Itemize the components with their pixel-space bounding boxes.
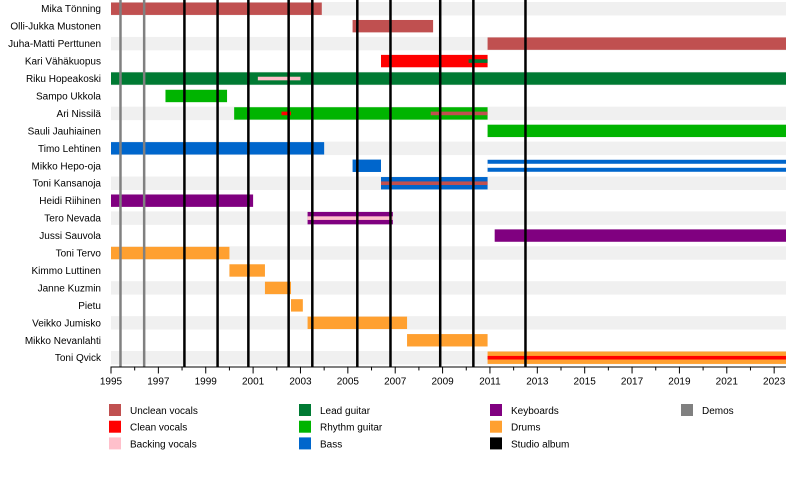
member-bar-accent (381, 181, 488, 186)
legend-label: Unclean vocals (130, 406, 198, 417)
row-band (111, 316, 786, 330)
member-bar (407, 334, 488, 347)
member-label: Olli-Jukka Mustonen (10, 22, 101, 33)
member-bar (291, 299, 303, 312)
legend-swatch (490, 420, 502, 433)
legend-label: Studio album (511, 439, 569, 450)
legend-label: Rhythm guitar (320, 423, 383, 434)
member-bar (352, 19, 434, 33)
member-label: Tero Nevada (44, 214, 101, 225)
member-label: Timo Lehtinen (38, 144, 101, 155)
legend-swatch (490, 437, 502, 450)
tick-label: 2009 (431, 376, 454, 387)
member-bar (234, 107, 488, 120)
legend-swatch (109, 404, 121, 416)
member-label: Ari Nissilä (57, 109, 102, 120)
tick-label: 2007 (384, 376, 407, 387)
member-label: Pietu (78, 301, 101, 312)
member-bar-accent (430, 111, 488, 116)
tick-label: 2021 (716, 376, 739, 387)
member-bar (264, 281, 291, 295)
member-label: Toni Tervo (56, 249, 102, 260)
member-bar-accent (487, 355, 786, 360)
tick-label: 2003 (289, 376, 312, 387)
legend-label: Clean vocals (130, 423, 187, 434)
tick-label: 2023 (763, 376, 786, 387)
member-label: Kari Vähäkuopus (25, 57, 101, 68)
member-bar (352, 159, 381, 172)
member-label: Mikko Hepo-oja (32, 161, 102, 172)
legend-label: Demos (702, 406, 734, 417)
tick-label: 2019 (668, 376, 691, 387)
tick-label: 2013 (526, 376, 549, 387)
member-bar-accent (307, 216, 393, 220)
member-bar (487, 124, 786, 138)
legend-swatch (299, 437, 311, 450)
legend-swatch (299, 404, 311, 416)
member-bar (111, 246, 230, 260)
tick-label: 2015 (574, 376, 597, 387)
row-band (111, 211, 786, 225)
legend-swatch (109, 437, 121, 450)
member-label: Jussi Sauvola (39, 231, 101, 242)
member-bar (111, 72, 786, 85)
member-bar (165, 89, 228, 103)
legend-swatch (490, 404, 502, 416)
row-band (111, 246, 786, 260)
legend-label: Drums (511, 423, 540, 434)
legend-label: Backing vocals (130, 439, 197, 450)
member-bar (381, 54, 488, 68)
member-bar (494, 229, 786, 242)
member-label: Veikko Jumisko (32, 318, 101, 329)
member-label: Riku Hopeakoski (26, 74, 101, 85)
member-label: Janne Kuzmin (38, 283, 101, 294)
member-label: Toni Kansanoja (33, 179, 102, 190)
legend-swatch (681, 404, 693, 416)
member-label: Mikko Nevanlahti (25, 336, 101, 347)
member-label: Sauli Jauhiainen (28, 126, 101, 137)
legend-label: Keyboards (511, 406, 559, 417)
member-labels: Mika Tönning Olli-Jukka Mustonen Juha-Matt… (8, 4, 102, 364)
tick-label: 2005 (337, 376, 360, 387)
member-bars (111, 2, 786, 364)
member-bar (111, 194, 254, 207)
member-bar (487, 37, 786, 50)
tick-label: 1999 (195, 376, 218, 387)
legend-swatch (299, 420, 311, 433)
x-axis: 1995 1997 1999 2001 2003 2005 2007 2009 2011 2013… (100, 366, 786, 387)
tick-label: 2017 (621, 376, 644, 387)
member-bar-accent (281, 111, 291, 116)
tick-label: 1997 (147, 376, 170, 387)
member-bar-inner (487, 163, 786, 168)
member-label: Heidi Riihinen (39, 196, 101, 207)
tick-label: 2001 (242, 376, 265, 387)
legend-label: Lead guitar (320, 406, 371, 417)
tick-label: 2011 (479, 376, 501, 387)
tick-label: 1995 (100, 376, 123, 387)
row-band (111, 281, 786, 295)
member-bar-accent (257, 76, 301, 81)
legend: Unclean vocals Clean vocals Backing vocals… (109, 404, 734, 450)
member-bar-accent (468, 59, 488, 63)
member-label: Sampo Ukkola (36, 91, 101, 102)
legend-label: Bass (320, 439, 342, 450)
legend-swatch (109, 420, 121, 433)
event-lines (119, 0, 527, 367)
member-label: Kimmo Luttinen (32, 266, 101, 277)
member-label: Mika Tönning (41, 4, 101, 15)
member-label: Toni Qvick (55, 353, 102, 364)
member-label: Juha-Matti Perttunen (8, 39, 101, 50)
